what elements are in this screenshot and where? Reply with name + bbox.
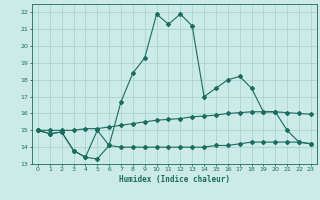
X-axis label: Humidex (Indice chaleur): Humidex (Indice chaleur) — [119, 175, 230, 184]
